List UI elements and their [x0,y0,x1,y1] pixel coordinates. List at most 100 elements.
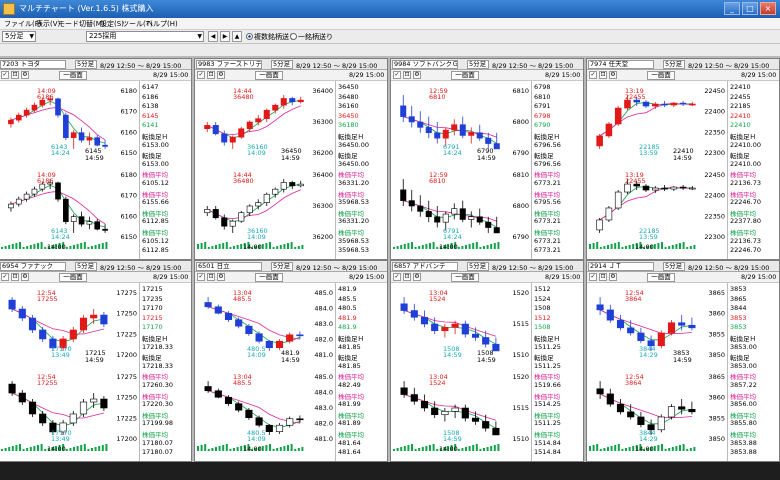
check-icon[interactable]: ✓ [197,71,205,79]
symbol-field[interactable]: 7974 任天堂 [588,60,654,69]
index-select[interactable]: 225採用 ▼ [86,31,204,42]
info-column: 22410 22455 22185 22410 22410 転換足Ｈ 22410.00 転換足… [727,81,779,259]
settings-icon[interactable]: ⚙ [609,71,617,79]
check-icon[interactable]: ✓ [393,71,401,79]
chart-panel[interactable]: 6501 日立 5分足 8/29 12:50 〜 8/29 15:00 ✓ ⊡ … [194,260,388,462]
single-view-button[interactable]: 一画面 [451,71,479,80]
chart-panel[interactable]: 2914 ＪＴ 5分足 8/29 12:50 〜 8/29 15:00 ✓ ⊡ … [586,260,780,462]
chart-panel[interactable]: 7203 トヨタ 5分足 8/29 12:50 〜 8/29 15:00 ✓ ⊡… [0,58,192,260]
close-button[interactable]: × [760,2,776,15]
settings-icon[interactable]: ⚙ [413,71,421,79]
prev-button[interactable]: ◀ [208,31,218,42]
menu-mode[interactable]: モード切替(M) [58,20,105,28]
chart-panel[interactable]: 9983 ファーストリテ 5分足 8/29 12:50 〜 8/29 15:00… [194,58,388,260]
symbol-field[interactable]: 6501 日立 [196,262,262,271]
settings-icon[interactable]: ⚙ [217,71,225,79]
volume-bar [682,444,685,451]
menu-help[interactable]: ヘルプ(H) [146,20,178,28]
candle-body [59,422,67,433]
volume-bar [283,244,286,249]
zoom-icon[interactable]: ⊡ [11,273,19,281]
timeframe-select[interactable]: 5分足 [75,262,97,271]
volume-bar [603,246,606,249]
volume-bar [589,244,591,249]
timeframe-select[interactable]: 5分足 [271,60,293,69]
settings-icon[interactable]: ⚙ [609,273,617,281]
volume-bar [625,246,627,249]
candle-body [493,227,500,234]
zoom-icon[interactable]: ⊡ [207,71,215,79]
timeframe-select[interactable]: 5分足 [271,262,293,271]
high-value-label: 1524 [429,295,446,303]
symbol-field[interactable]: 6954 ファナック [0,262,66,271]
timeframe-select[interactable]: 5分足 [467,262,489,271]
chart-panel[interactable]: 9984 ソフトバンクＧ 5分足 8/29 12:50 〜 8/29 15:00… [390,58,584,260]
low-value-label: 6791 [443,143,460,151]
minimize-button[interactable]: _ [724,2,740,15]
check-icon[interactable]: ✓ [197,273,205,281]
timeframe-select[interactable]: 5分足 [663,262,685,271]
info-row: 1508 [534,323,551,332]
single-view-button[interactable]: 一画面 [59,71,87,80]
candle-body [289,182,296,187]
symbol-field[interactable]: 2914 ＪＴ [588,262,654,271]
check-icon[interactable]: ✓ [393,273,401,281]
chart-panel[interactable]: 6857 アドバンテ 5分足 8/29 12:50 〜 8/29 15:00 ✓… [390,260,584,462]
info-row: 6105.12 [142,179,169,187]
chart-panel[interactable]: 7974 任天堂 5分足 8/29 12:50 〜 8/29 15:00 ✓ ⊡… [586,58,780,260]
single-view-button[interactable]: 一画面 [255,71,283,80]
volume-bar [204,444,207,451]
next-button[interactable]: ▶ [220,31,230,42]
settings-icon[interactable]: ⚙ [21,71,29,79]
first-button[interactable]: ▲ [232,31,242,42]
radio-multi[interactable]: 複数銘柄送り [246,32,296,42]
info-row: 株価平均 [730,392,756,401]
range-label: 8/29 12:50 〜 8/29 15:00 [296,62,378,70]
symbol-field[interactable]: 9984 ソフトバンクＧ [392,60,458,69]
zoom-icon[interactable]: ⊡ [599,71,607,79]
check-icon[interactable]: ✓ [589,71,597,79]
timeframe-select[interactable]: 5分足 [75,60,97,69]
menu-settings[interactable]: 設定(S) [100,20,124,28]
radio-single[interactable]: 一銘柄送り [290,32,333,42]
timeframe-select[interactable]: 5分足 [467,60,489,69]
settings-icon[interactable]: ⚙ [21,273,29,281]
single-view-button[interactable]: 一画面 [647,71,675,80]
zoom-icon[interactable]: ⊡ [207,273,215,281]
check-icon[interactable]: ✓ [1,71,9,79]
candle-body [79,401,88,415]
candle-body [221,133,228,143]
single-view-button[interactable]: 一画面 [647,273,675,282]
chart-panel[interactable]: 6954 ファナック 5分足 8/29 12:50 〜 8/29 15:00 ✓… [0,260,192,462]
symbol-field[interactable]: 6857 アドバンテ [392,262,458,271]
single-view-button[interactable]: 一画面 [59,273,87,282]
zoom-icon[interactable]: ⊡ [599,273,607,281]
menu-view[interactable]: 表示(V) [36,20,61,28]
zoom-icon[interactable]: ⊡ [403,273,411,281]
settings-icon[interactable]: ⚙ [413,273,421,281]
symbol-field[interactable]: 9983 ファーストリテ [196,60,262,69]
symbol-field[interactable]: 7203 トヨタ [0,60,66,69]
info-row: 株価平均 [142,373,168,382]
check-icon[interactable]: ✓ [589,273,597,281]
zoom-icon[interactable]: ⊡ [11,71,19,79]
zoom-icon[interactable]: ⊡ [403,71,411,79]
radio-multi-label: 複数銘柄送り [254,33,296,41]
check-icon[interactable]: ✓ [1,273,9,281]
volume-bar [98,446,101,451]
high-value-label: 36480 [233,93,254,101]
single-view-button[interactable]: 一画面 [255,273,283,282]
single-view-button[interactable]: 一画面 [451,273,479,282]
last-time-label: 14:59 [281,356,300,364]
settings-icon[interactable]: ⚙ [217,273,225,281]
volume-bar [204,242,207,249]
volume-bar [483,246,485,249]
info-row: 6796.56 [534,140,561,149]
menu-tools[interactable]: ツール(T) [122,20,153,28]
timeframe-select[interactable]: 5分足 [663,60,685,69]
candle-body [417,205,424,212]
menu-file[interactable]: ファイル(F) [4,20,42,28]
maximize-button[interactable]: □ [742,2,758,15]
interval-select[interactable]: 5分足 ▼ [2,31,36,42]
